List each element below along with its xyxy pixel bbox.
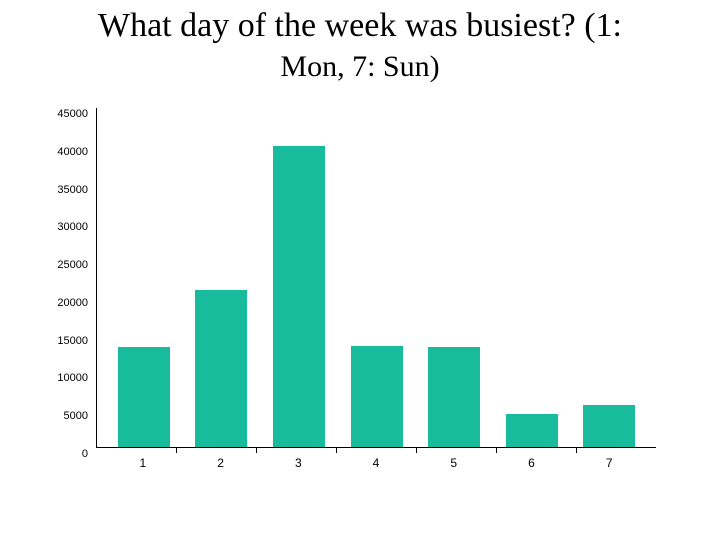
x-axis-label: 6 [493,456,571,476]
bar-chart: 0500010000150002000025000300003500040000… [48,108,660,478]
x-tick-marks [96,448,656,454]
x-tick [416,448,417,453]
plot-area [96,108,656,448]
x-axis-label: 2 [182,456,260,476]
bar [195,290,247,447]
bar [273,146,325,447]
title-block: What day of the week was busiest? (1: Mo… [0,0,720,86]
x-axis-labels: 1234567 [96,456,656,476]
x-axis-label: 3 [259,456,337,476]
title-line-2: Mon, 7: Sun) [0,47,720,86]
title-line-1: What day of the week was busiest? (1: [0,6,720,47]
x-axis-label: 7 [570,456,648,476]
x-tick [336,448,337,453]
bar-slot [415,108,493,447]
x-axis-label: 4 [337,456,415,476]
slide: What day of the week was busiest? (1: Mo… [0,0,720,540]
bar-slot [570,108,648,447]
bar-slot [338,108,416,447]
bar [583,405,635,447]
x-tick [256,448,257,453]
bar [351,346,403,447]
bar [428,347,480,447]
bar-slot [183,108,261,447]
bar-slot [105,108,183,447]
x-tick [496,448,497,453]
x-axis-label: 5 [415,456,493,476]
x-tick [576,448,577,453]
bar [506,414,558,447]
bars-container [97,108,656,447]
bar-slot [493,108,571,447]
y-axis-labels: 0500010000150002000025000300003500040000… [48,108,92,448]
x-axis-label: 1 [104,456,182,476]
bar [118,347,170,447]
x-tick [176,448,177,453]
bar-slot [260,108,338,447]
